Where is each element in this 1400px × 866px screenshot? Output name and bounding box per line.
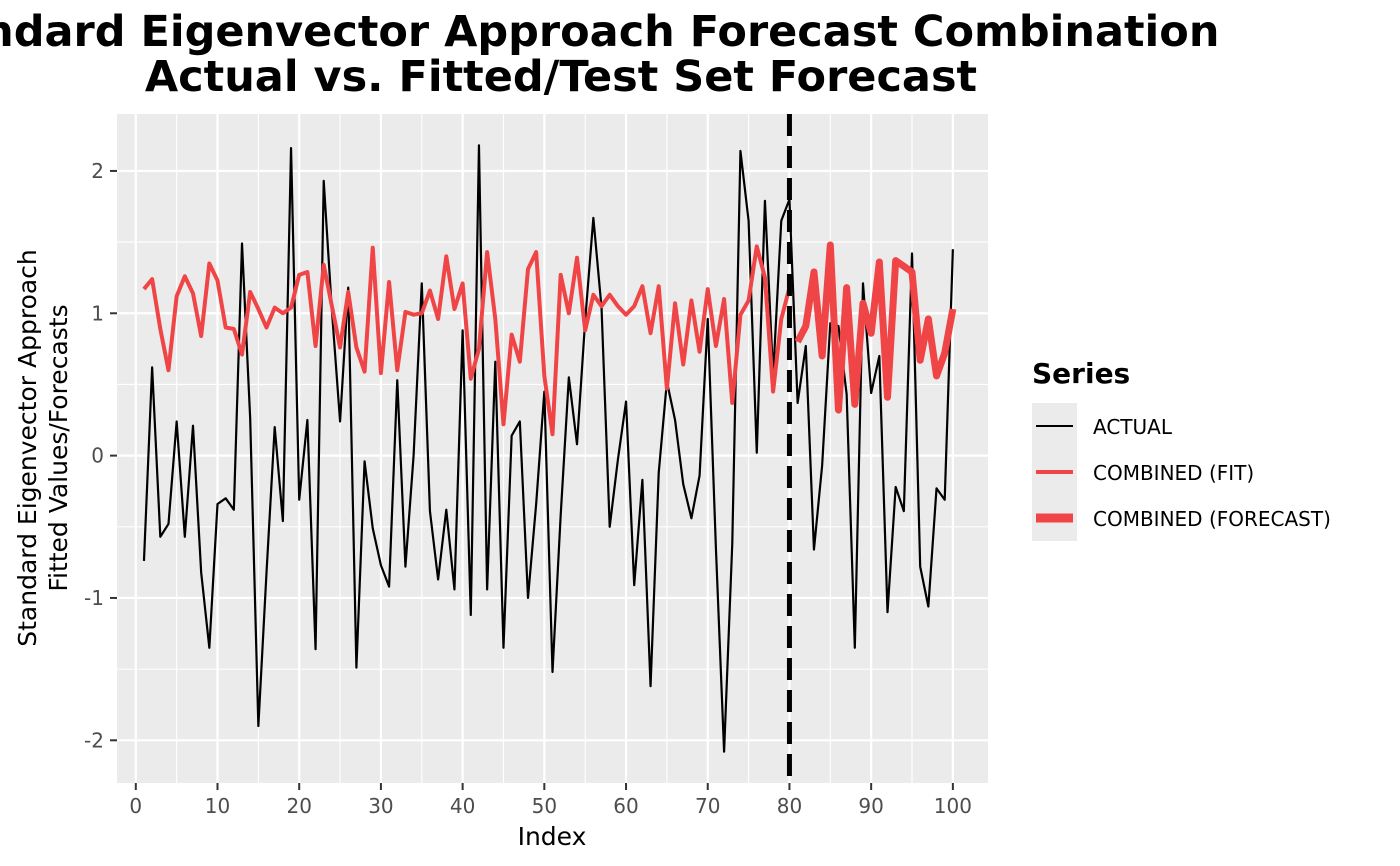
- x-tick-label: 80: [777, 794, 802, 818]
- series-line-actual: [142, 144, 954, 753]
- x-tick-label: 20: [286, 794, 311, 818]
- x-tick-label: 0: [129, 794, 142, 818]
- y-tick-label: 2: [91, 159, 104, 183]
- chart-title-line-2: Actual vs. Fitted/Test Set Forecast: [145, 52, 977, 102]
- legend-title: Series: [1032, 357, 1130, 390]
- x-tick-label: 70: [695, 794, 720, 818]
- x-tick-label: 60: [613, 794, 638, 818]
- y-tick-label: -1: [84, 586, 104, 610]
- x-tick-label: 90: [858, 794, 883, 818]
- y-axis-ticks: 2 1 0 -1 -2: [84, 159, 117, 752]
- legend-label-actual: ACTUAL: [1093, 415, 1173, 439]
- x-tick-label: 40: [450, 794, 475, 818]
- legend-label-fit: COMBINED (FIT): [1093, 461, 1254, 485]
- plot-panel: [117, 114, 988, 783]
- legend-label-forecast: COMBINED (FORECAST): [1093, 507, 1331, 531]
- y-tick-label: 0: [91, 444, 104, 468]
- y-tick-label: 1: [91, 301, 104, 325]
- legend: Series ACTUAL COMBINED (FIT) COMBINED (F…: [1032, 357, 1331, 541]
- x-axis-ticks: 0 10 20 30 40 50 60 70 80 90 100: [129, 783, 972, 818]
- chart-title-line-1: Standard Eigenvector Approach Forecast C…: [0, 7, 1219, 57]
- y-axis-title: Standard Eigenvector Approach Fitted Val…: [13, 249, 73, 647]
- x-tick-label: 10: [205, 794, 230, 818]
- x-tick-label: 30: [368, 794, 393, 818]
- series-line-combined-forecast: [794, 241, 957, 414]
- x-tick-label: 50: [532, 794, 557, 818]
- x-tick-label: 100: [934, 794, 972, 818]
- x-axis-title: Index: [518, 822, 587, 851]
- series-layer: [142, 144, 957, 753]
- y-axis-title-line-1: Standard Eigenvector Approach: [13, 249, 42, 647]
- y-axis-title-line-2: Fitted Values/Forecasts: [44, 304, 73, 591]
- y-tick-label: -2: [84, 728, 104, 752]
- series-line-combined-fit: [142, 244, 792, 437]
